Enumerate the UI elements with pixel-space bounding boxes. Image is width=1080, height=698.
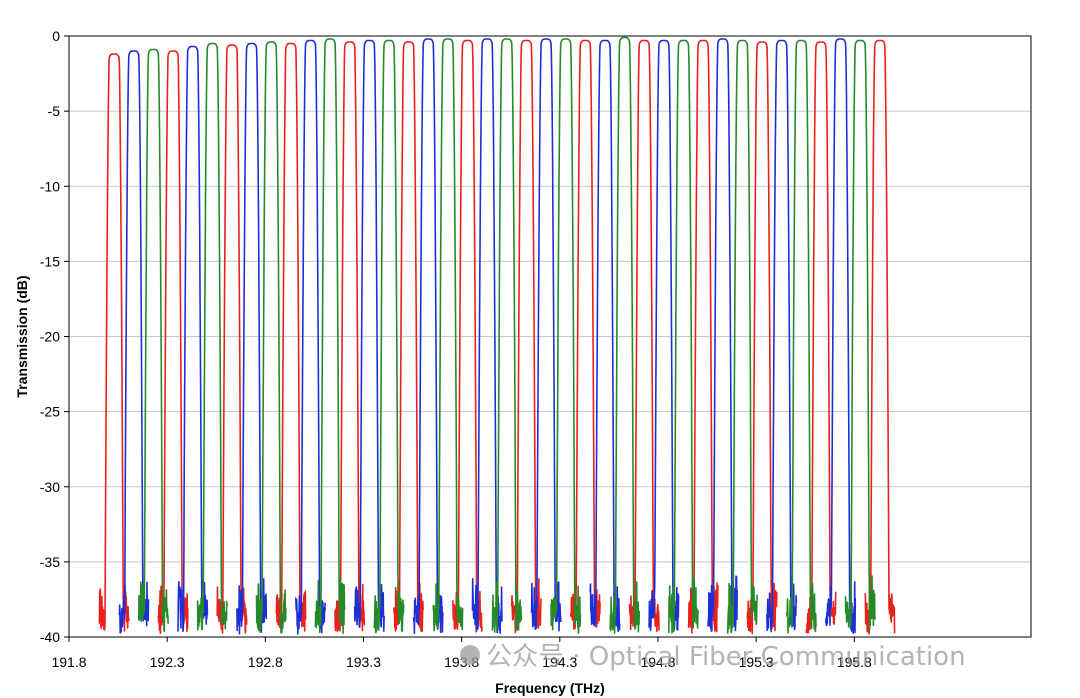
y-tick-label: -30 [40,479,60,495]
channel-trace-green [432,38,464,632]
y-axis-title: Transmission (dB) [14,275,30,397]
y-tick-label: 0 [52,28,60,44]
watermark: 公众号 · Optical Fiber Communication [460,642,966,672]
y-tick-label: -5 [48,103,61,119]
x-axis-title: Frequency (THz) [495,680,605,696]
x-tick-label: 194.8 [640,654,675,670]
x-ticks: 191.8 192.3 192.8 193.3 193.8 194.3 194.8 195.3… [51,637,872,670]
watermark-text: 公众号 · Optical Fiber Communication [486,642,966,672]
channel-trace-green [785,39,817,634]
x-tick-label: 192.3 [150,654,185,670]
y-tick-label: -15 [40,253,60,269]
channel-trace-green [373,39,405,634]
y-tick-label: -35 [40,554,60,570]
x-tick-label: 192.8 [248,654,283,670]
channel-trace-green [255,41,287,634]
channel-trace-green [726,39,758,634]
x-tick-label: 193.3 [346,654,381,670]
y-tick-label: -25 [40,404,60,420]
x-tick-label: 195.3 [739,654,774,670]
y-tick-label: -40 [40,629,60,645]
channel-trace-blue [118,50,150,634]
y-tick-label: -10 [40,178,60,194]
series-group [98,36,896,635]
channel-trace-green [550,38,582,634]
channel-trace-green [844,39,876,631]
channel-trace-green [314,38,346,635]
channel-trace-green [609,36,641,634]
x-tick-label: 191.8 [51,654,86,670]
x-tick-label: 194.3 [542,654,577,670]
y-tick-label: -20 [40,329,60,345]
channel-trace-green [491,38,523,633]
x-tick-label: 195.8 [837,654,872,670]
wechat-icon [460,645,480,665]
channel-trace-blue [236,42,268,635]
channel-trace-green [137,48,169,632]
channel-trace-green [668,39,699,634]
channel-trace-green [196,42,228,631]
y-ticks: 0 -5 -10 -15 -20 -25 -30 -35 -40 [40,28,69,645]
